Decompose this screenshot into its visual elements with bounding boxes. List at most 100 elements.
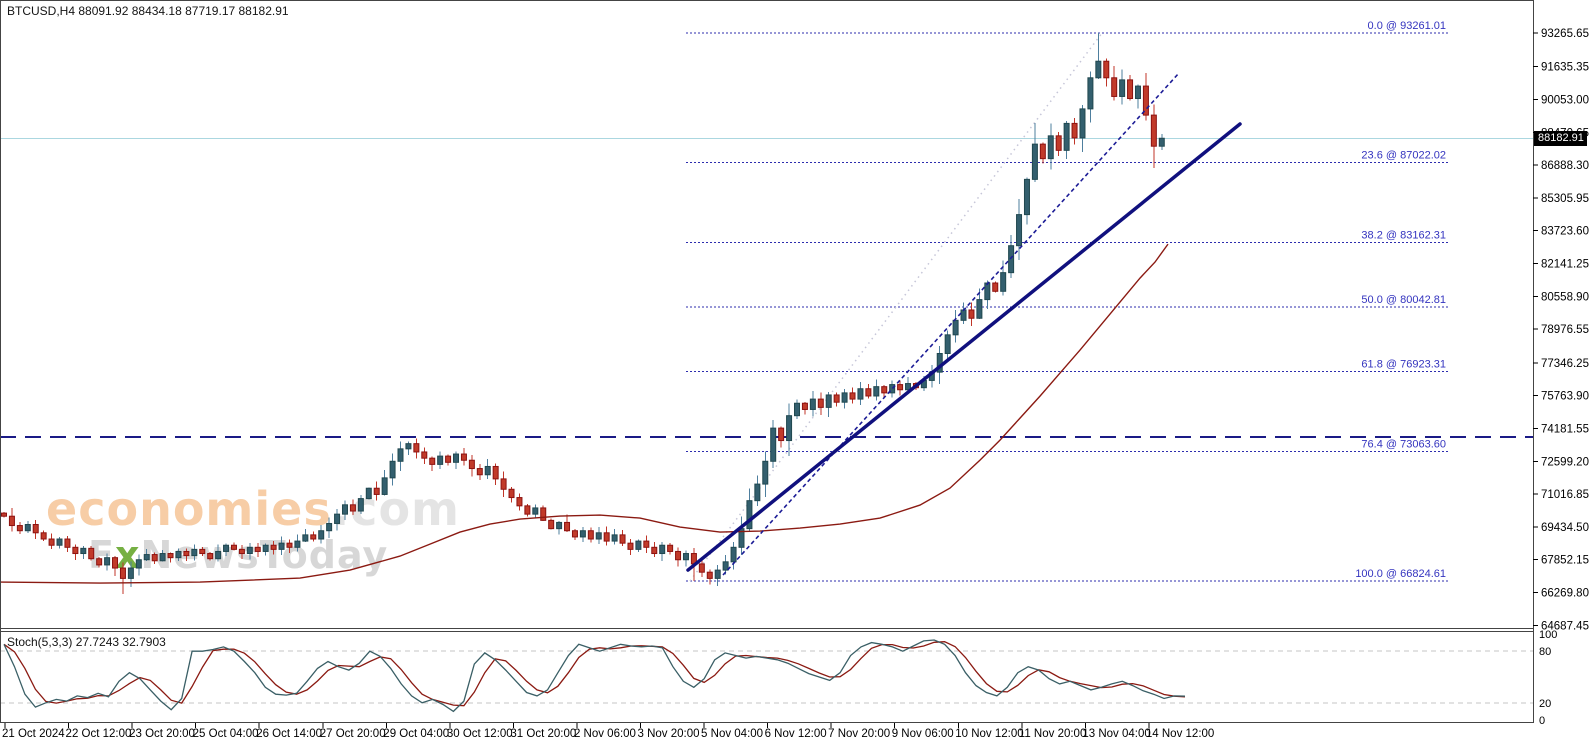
candle [24,524,31,532]
trendline-thick[interactable] [686,122,1242,572]
candle [865,388,872,397]
time-axis-label: 23 Oct 20:00 [129,728,195,740]
candle [175,550,182,559]
stoch-scale-label: 0 [1539,715,1545,727]
candle [405,443,412,450]
moving-average-line [0,243,1169,584]
candle [270,544,277,550]
candle [1158,137,1165,147]
candle [675,550,682,561]
candle [682,553,689,561]
candle [841,392,848,403]
price-axis-label: 77346.25 [1541,358,1589,370]
candle [968,309,975,319]
candle [183,550,190,557]
candle [595,532,602,540]
candlestick-series [1,33,1165,594]
time-axis-label: 3 Nov 20:00 [638,728,700,740]
time-axis-label: 27 Oct 20:00 [320,728,386,740]
time-axis-label: 25 Oct 04:00 [193,728,259,740]
candle [341,504,348,515]
candle [889,384,896,394]
candle [579,530,586,538]
price-axis[interactable]: 93265.6591635.3590053.0088470.6586888.30… [1533,28,1589,727]
candle [326,522,333,532]
time-axis-label: 31 Oct 20:00 [510,728,576,740]
candle [611,534,618,542]
candle [445,455,452,463]
candle [223,544,230,552]
candle [651,546,658,555]
candle [1039,143,1046,160]
time-axis-label: 26 Oct 14:00 [256,728,322,740]
candle [532,507,539,515]
candle [207,553,214,560]
candle [468,459,475,470]
fib-label: 50.0 @ 80042.81 [1361,294,1446,306]
candle [1000,272,1007,292]
candle [310,534,317,540]
candle [801,402,808,410]
candle [1103,60,1110,79]
candle [770,427,777,462]
candle [127,567,134,579]
candle [833,394,840,403]
candle [706,571,713,579]
candle [254,546,261,552]
stoch-main-line [3,639,1186,713]
candle [460,453,467,461]
candle [96,558,103,566]
trendline-thin[interactable] [722,72,1180,576]
time-axis-label: 11 Nov 20:00 [1019,728,1087,740]
time-axis-label: 2 Nov 06:00 [574,728,636,740]
time-axis-label: 7 Nov 20:00 [828,728,890,740]
fib-label: 100.0 @ 66824.61 [1355,568,1446,580]
fib-label: 0.0 @ 93261.01 [1368,20,1446,32]
candle [167,553,174,559]
price-axis-label: 83723.60 [1541,226,1589,238]
candle [318,530,325,540]
candle [548,519,555,530]
time-axis-label: 29 Oct 04:00 [383,728,449,740]
candle [698,563,705,573]
candle [873,386,880,397]
candle [119,567,126,579]
candle [524,505,531,515]
price-axis-label: 74181.55 [1541,423,1589,435]
candle [437,455,444,465]
candle [135,559,142,569]
candle [857,388,864,400]
candle [262,544,269,552]
candle [849,392,856,400]
price-axis-label: 91635.35 [1541,62,1589,74]
candle [1023,178,1030,216]
candle [389,460,396,479]
stochastic-indicator-label: Stoch(5,3,3) 27.7243 32.7903 [7,635,166,649]
watermark-brand: economies [46,482,332,536]
candle [556,521,563,530]
price-axis-label: 80558.90 [1541,291,1589,303]
candle [508,488,515,499]
candle [143,554,150,561]
candle [500,478,507,490]
candle [334,513,341,524]
candle [191,548,198,557]
candle [88,547,95,560]
candle [476,468,483,476]
candle [1119,79,1126,97]
candle [72,546,79,555]
candle [373,487,380,495]
candle [1127,79,1134,100]
candle [817,398,824,408]
chart-surface[interactable] [0,0,1533,628]
candle [1071,122,1078,139]
fib-label: 76.4 @ 73063.60 [1361,439,1446,451]
candle [897,384,904,391]
candle [635,540,642,550]
price-axis-label: 85305.95 [1541,193,1589,205]
candle [1142,85,1149,116]
price-axis-label: 66269.80 [1541,588,1589,600]
